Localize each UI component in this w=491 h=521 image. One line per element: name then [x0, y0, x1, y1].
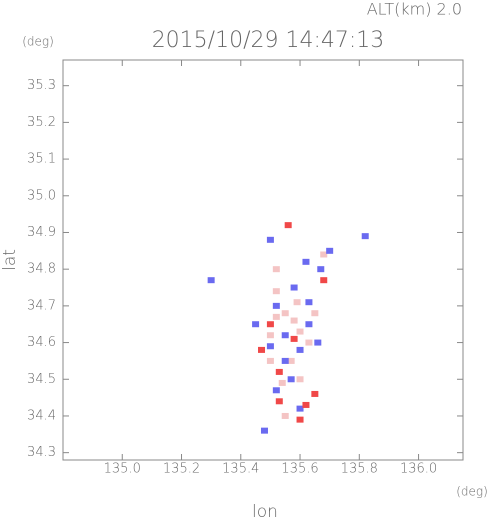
data-point — [305, 299, 313, 306]
data-point — [317, 266, 325, 273]
y-axis-label: lat — [0, 249, 20, 271]
data-point — [320, 251, 328, 258]
x-tick-label: 135.6 — [281, 462, 318, 477]
y-tick-label: 35.1 — [27, 152, 56, 167]
data-point — [305, 339, 313, 346]
data-point — [296, 416, 304, 423]
data-point — [296, 328, 304, 335]
y-unit: (deg) — [22, 35, 54, 49]
data-point — [296, 405, 304, 412]
data-point — [296, 346, 304, 353]
y-tick-label: 34.6 — [27, 335, 56, 350]
x-tick-label: 135.8 — [341, 462, 378, 477]
data-point — [311, 310, 319, 317]
data-point — [275, 368, 283, 375]
x-axis-label: lon — [252, 502, 278, 521]
data-point — [272, 302, 280, 309]
data-point — [361, 233, 369, 240]
data-point — [272, 313, 280, 320]
data-point — [305, 321, 313, 328]
y-tick-label: 34.7 — [27, 298, 56, 313]
data-point — [281, 310, 289, 317]
x-tick-label: 135.0 — [104, 462, 141, 477]
y-tick-label: 34.3 — [27, 445, 56, 460]
data-point — [287, 376, 295, 383]
x-tick-label: 135.4 — [222, 462, 259, 477]
data-point — [272, 387, 280, 394]
data-point — [275, 398, 283, 405]
x-tick-label: 136.0 — [400, 462, 437, 477]
data-point — [326, 247, 334, 254]
data-point — [266, 332, 274, 339]
y-tick-label: 34.5 — [27, 372, 56, 387]
altitude-label: ALT(km) 2.0 — [367, 0, 462, 19]
data-point — [266, 321, 274, 328]
x-tick-label: 135.2 — [163, 462, 200, 477]
data-point — [281, 357, 289, 364]
data-point — [260, 427, 268, 434]
data-point — [266, 357, 274, 364]
x-unit: (deg) — [456, 485, 488, 499]
y-tick-label: 34.8 — [27, 262, 56, 277]
data-point — [258, 346, 266, 353]
data-point — [281, 332, 289, 339]
y-tick-label: 35.2 — [27, 115, 56, 130]
data-point — [266, 343, 274, 350]
y-tick-label: 34.4 — [27, 408, 56, 423]
data-point — [302, 401, 310, 408]
y-tick-label: 34.9 — [27, 225, 56, 240]
data-point — [290, 284, 298, 291]
y-tick-label: 35.3 — [27, 78, 56, 93]
data-point — [281, 412, 289, 419]
plot-frame — [62, 59, 464, 461]
data-point — [293, 299, 301, 306]
data-point — [314, 339, 322, 346]
data-point — [278, 379, 286, 386]
data-point — [272, 288, 280, 295]
data-point — [287, 357, 295, 364]
data-point — [266, 236, 274, 243]
y-tick-label: 35.0 — [27, 188, 56, 203]
data-point — [284, 222, 292, 229]
data-point — [290, 335, 298, 342]
chart-title: 2015/10/29 14:47:13 — [152, 28, 385, 53]
data-point — [252, 321, 260, 328]
data-point — [311, 390, 319, 397]
data-point — [320, 277, 328, 284]
data-point — [207, 277, 215, 284]
data-point — [302, 258, 310, 265]
data-point — [296, 376, 304, 383]
data-point — [290, 317, 298, 324]
data-point — [272, 266, 280, 273]
